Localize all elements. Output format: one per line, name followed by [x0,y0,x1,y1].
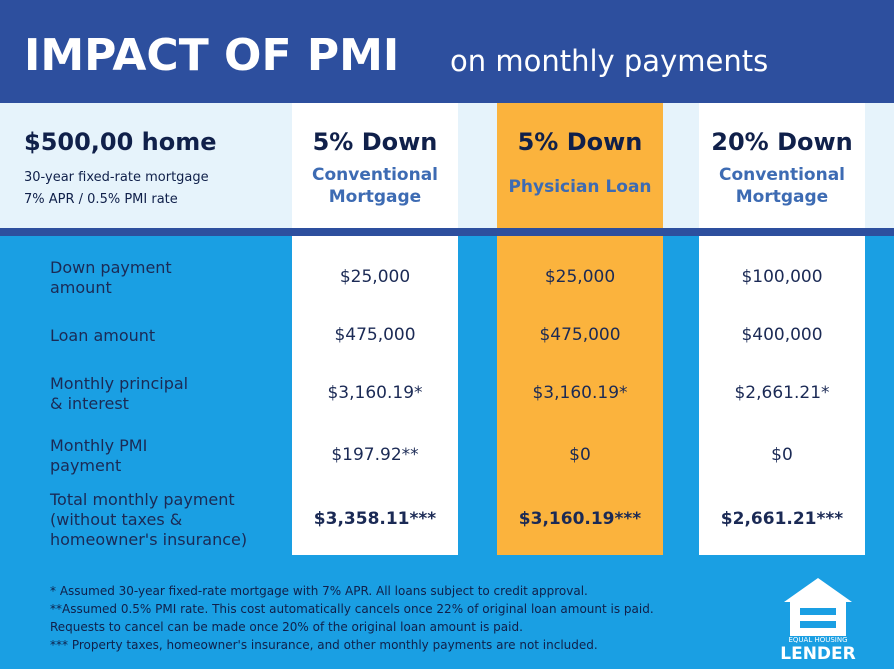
subtitle: on monthly payments [450,44,769,78]
cell-value: $2,661.21* [734,383,830,403]
column-down: 20% Down [711,128,853,156]
row-label: Loan amount [50,326,156,345]
cell-value: $0 [771,445,793,465]
row-label: (without taxes & [50,510,183,529]
column-type: Mortgage [328,187,422,207]
column-down: 5% Down [517,128,643,156]
card [497,103,663,555]
cell-value: $25,000 [339,267,411,287]
row-label: & interest [50,394,129,413]
row-label: payment [50,456,122,475]
cell-value: $3,160.19*** [518,509,642,529]
cell-value: $3,160.19* [532,383,628,403]
column-type: Conventional [718,165,845,185]
card [699,103,865,555]
divider [0,228,894,236]
row-label: homeowner's insurance) [50,530,248,549]
cell-value: $100,000 [741,267,823,287]
row-label: Down payment [50,258,172,277]
column-type: Conventional [311,165,438,185]
cell-value: $3,358.11*** [313,509,437,529]
row-label: Monthly PMI [50,436,148,455]
row-label: Monthly principal [50,374,189,393]
footnote: Requests to cancel can be made once 20% … [50,620,523,634]
footnote: **Assumed 0.5% PMI rate. This cost autom… [50,602,654,616]
cell-value: $3,160.19* [327,383,423,403]
column-down: 5% Down [312,128,438,156]
intro-line: 30-year fixed-rate mortgage [24,170,209,185]
cell-value: $0 [569,445,591,465]
cell-value: $2,661.21*** [720,509,844,529]
logo-icon [784,578,852,636]
cell-value: $475,000 [334,325,416,345]
footnote: * Assumed 30-year fixed-rate mortgage wi… [50,584,588,598]
title: IMPACT OF PMI [24,30,400,81]
cell-value: $197.92** [331,445,419,465]
banner [0,0,894,103]
logo-small: EQUAL HOUSING [788,636,848,644]
cell-value: $400,000 [741,325,823,345]
column-type: Physician Loan [508,177,652,197]
card [292,103,458,555]
cell-value: $25,000 [544,267,616,287]
footnote: *** Property taxes, homeowner's insuranc… [50,638,598,652]
cell-value: $475,000 [539,325,621,345]
row-label: Total monthly payment [50,490,235,509]
home-price: $500,00 home [24,128,217,156]
logo-big: LENDER [780,644,856,664]
column-type: Mortgage [735,187,829,207]
footnotes: * Assumed 30-year fixed-rate mortgage wi… [50,582,654,654]
row-label: amount [50,278,112,297]
intro-line: 7% APR / 0.5% PMI rate [24,192,178,207]
